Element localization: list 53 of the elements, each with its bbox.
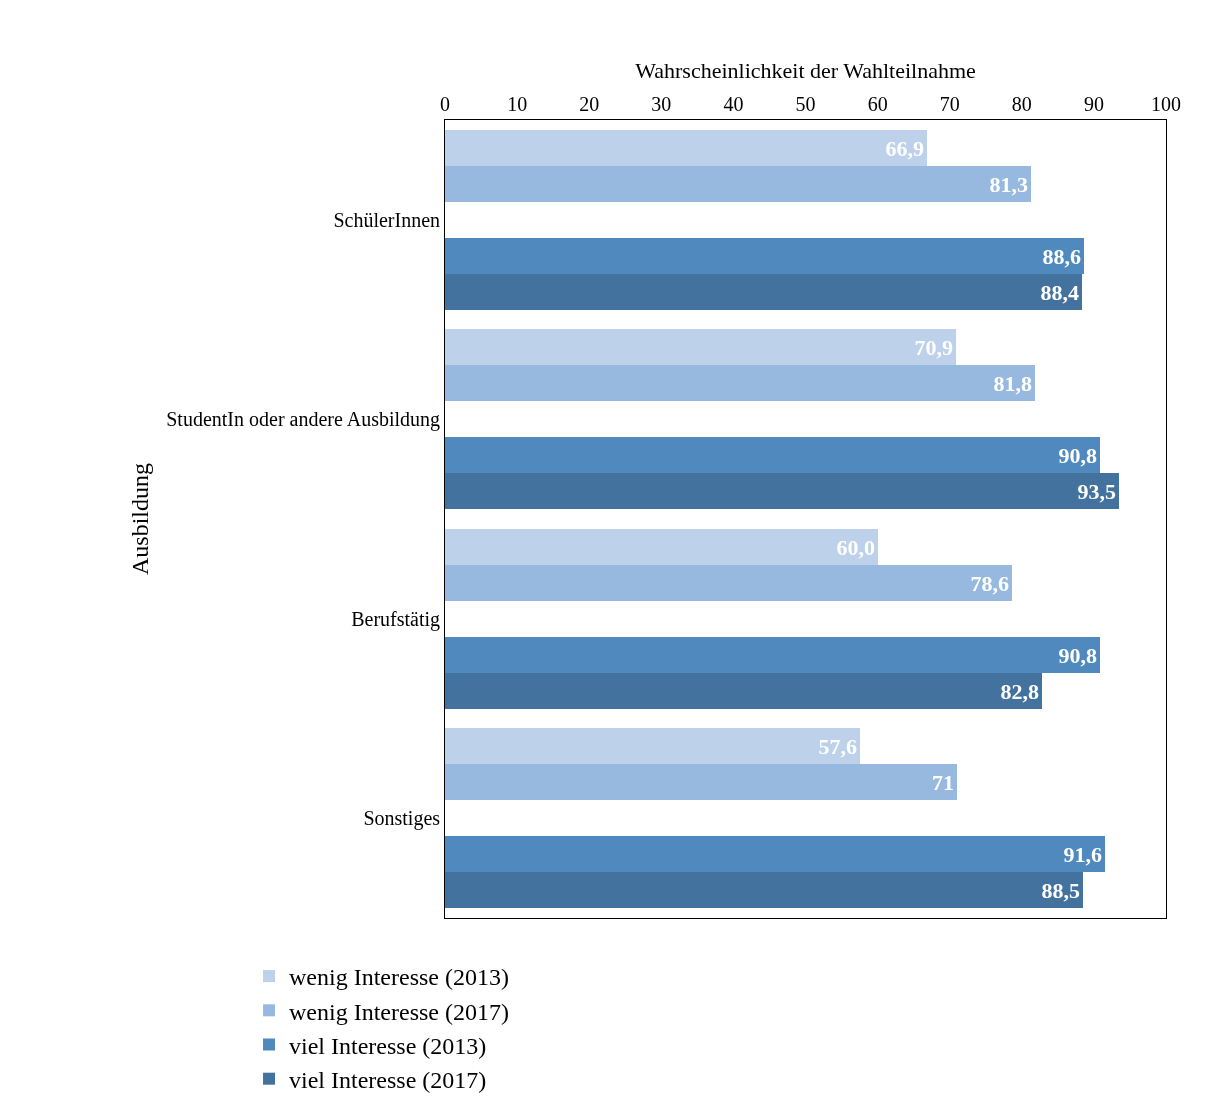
y-tick-label: StudentIn oder andere Ausbildung bbox=[166, 408, 441, 432]
x-tick-label: 20 bbox=[579, 93, 600, 115]
data-label: 90,8 bbox=[1058, 442, 1098, 468]
y-tick-label: Berufstätig bbox=[351, 607, 441, 631]
data-label: 91,6 bbox=[1063, 841, 1103, 867]
bar bbox=[445, 329, 957, 365]
bar bbox=[445, 728, 861, 764]
data-label: 57,6 bbox=[818, 733, 858, 759]
bar bbox=[445, 437, 1101, 473]
data-label: 70,9 bbox=[914, 334, 954, 360]
bar bbox=[445, 836, 1106, 872]
bar bbox=[445, 473, 1120, 509]
data-label: 88,4 bbox=[1040, 279, 1080, 305]
data-label: 82,8 bbox=[1000, 678, 1040, 704]
data-label: 71 bbox=[932, 769, 955, 795]
data-label: 81,8 bbox=[993, 370, 1033, 396]
data-label: 88,5 bbox=[1041, 877, 1081, 903]
x-tick-label: 10 bbox=[507, 93, 528, 115]
y-axis-title: Ausbildung bbox=[127, 462, 154, 576]
x-tick-label: 30 bbox=[651, 93, 672, 115]
x-tick-label: 50 bbox=[795, 93, 816, 115]
bar bbox=[445, 529, 879, 565]
y-tick-label: Sonstiges bbox=[363, 807, 441, 831]
data-label: 90,8 bbox=[1058, 642, 1098, 668]
bar bbox=[445, 130, 928, 166]
x-tick-label: 40 bbox=[723, 93, 744, 115]
data-label: 88,6 bbox=[1042, 243, 1082, 269]
data-label: 60,0 bbox=[836, 534, 876, 560]
data-label: 78,6 bbox=[970, 570, 1010, 596]
x-tick-label: 90 bbox=[1083, 93, 1104, 115]
x-axis-title: Wahrscheinlichkeit der Wahlteilnahme bbox=[635, 57, 976, 83]
x-tick-label: 70 bbox=[939, 93, 960, 115]
bar bbox=[445, 238, 1085, 274]
legend-label: wenig Interesse (2017) bbox=[289, 998, 509, 1025]
x-tick-label: 60 bbox=[867, 93, 888, 115]
x-tick-label: 0 bbox=[440, 93, 451, 115]
data-label: 66,9 bbox=[885, 135, 925, 161]
data-label: 93,5 bbox=[1077, 478, 1117, 504]
bar bbox=[445, 764, 958, 800]
bar bbox=[445, 365, 1036, 401]
y-tick-label: SchülerInnen bbox=[333, 208, 441, 231]
legend-label: viel Interesse (2017) bbox=[289, 1067, 487, 1094]
data-label: 81,3 bbox=[989, 171, 1029, 197]
bar bbox=[445, 872, 1084, 908]
bar bbox=[445, 565, 1013, 601]
bar bbox=[445, 673, 1043, 709]
bar bbox=[445, 637, 1101, 673]
x-tick-label: 100 bbox=[1151, 93, 1181, 115]
legend-label: viel Interesse (2013) bbox=[289, 1032, 487, 1059]
bar bbox=[445, 274, 1083, 310]
bar bbox=[445, 166, 1032, 202]
legend-label: wenig Interesse (2013) bbox=[289, 964, 509, 991]
x-tick-label: 80 bbox=[1011, 93, 1032, 115]
